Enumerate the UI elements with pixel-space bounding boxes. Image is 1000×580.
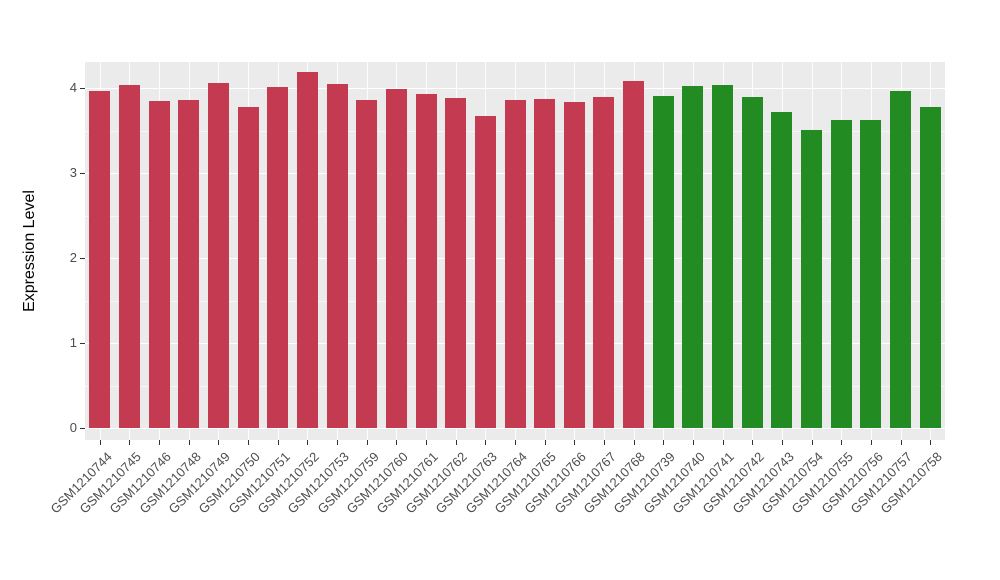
x-tick-mark [307,440,309,445]
x-tick-mark [811,440,813,445]
bar [682,86,704,428]
bar [652,95,674,428]
bar [89,91,111,428]
x-tick-mark [426,440,428,445]
bar [237,106,259,428]
bar [830,120,852,428]
y-tick-mark [80,343,85,344]
bar [118,84,140,428]
y-tick-mark [80,173,85,174]
bar [474,116,496,428]
bar [296,71,318,428]
bar [890,91,912,428]
bar [385,88,407,428]
bar [326,83,348,428]
x-tick-mark [485,440,487,445]
x-tick-mark [248,440,250,445]
bar [741,97,763,428]
x-tick-mark [337,440,339,445]
bar [415,93,437,428]
x-tick-mark [603,440,605,445]
x-tick-mark [455,440,457,445]
y-tick-mark [80,428,85,429]
x-tick-mark [366,440,368,445]
x-tick-mark [396,440,398,445]
bar [267,87,289,428]
x-tick-mark [870,440,872,445]
y-tick-mark [80,88,85,89]
bar [534,99,556,428]
bar [504,99,526,428]
y-tick-label: 4 [69,80,77,95]
x-tick-mark [574,440,576,445]
x-tick-mark [544,440,546,445]
y-tick-mark [80,258,85,259]
x-tick-mark [218,440,220,445]
bar [860,120,882,428]
x-tick-mark [722,440,724,445]
x-tick-mark [277,440,279,445]
bar [356,99,378,428]
bar [178,99,200,428]
x-tick-mark [900,440,902,445]
plot-panel [85,62,945,440]
bar [207,82,229,428]
x-tick-mark [752,440,754,445]
x-tick-mark [930,440,932,445]
x-tick-mark [159,440,161,445]
bar [712,84,734,428]
x-tick-mark [663,440,665,445]
x-tick-mark [841,440,843,445]
bar [801,129,823,428]
x-tick-mark [633,440,635,445]
x-tick-mark [781,440,783,445]
bar [148,100,170,428]
x-tick-mark [692,440,694,445]
y-tick-label: 2 [69,250,77,265]
bar [445,98,467,428]
x-tick-mark [188,440,190,445]
x-tick-mark [515,440,516,445]
bar [771,111,793,428]
x-tick-mark [129,440,131,445]
y-tick-label: 0 [69,420,77,435]
y-tick-label: 1 [69,335,77,350]
x-tick-mark [99,440,101,445]
bar [593,97,615,428]
bar [919,106,941,428]
y-tick-label: 3 [69,165,77,180]
bar [623,81,645,428]
bar [563,102,585,428]
